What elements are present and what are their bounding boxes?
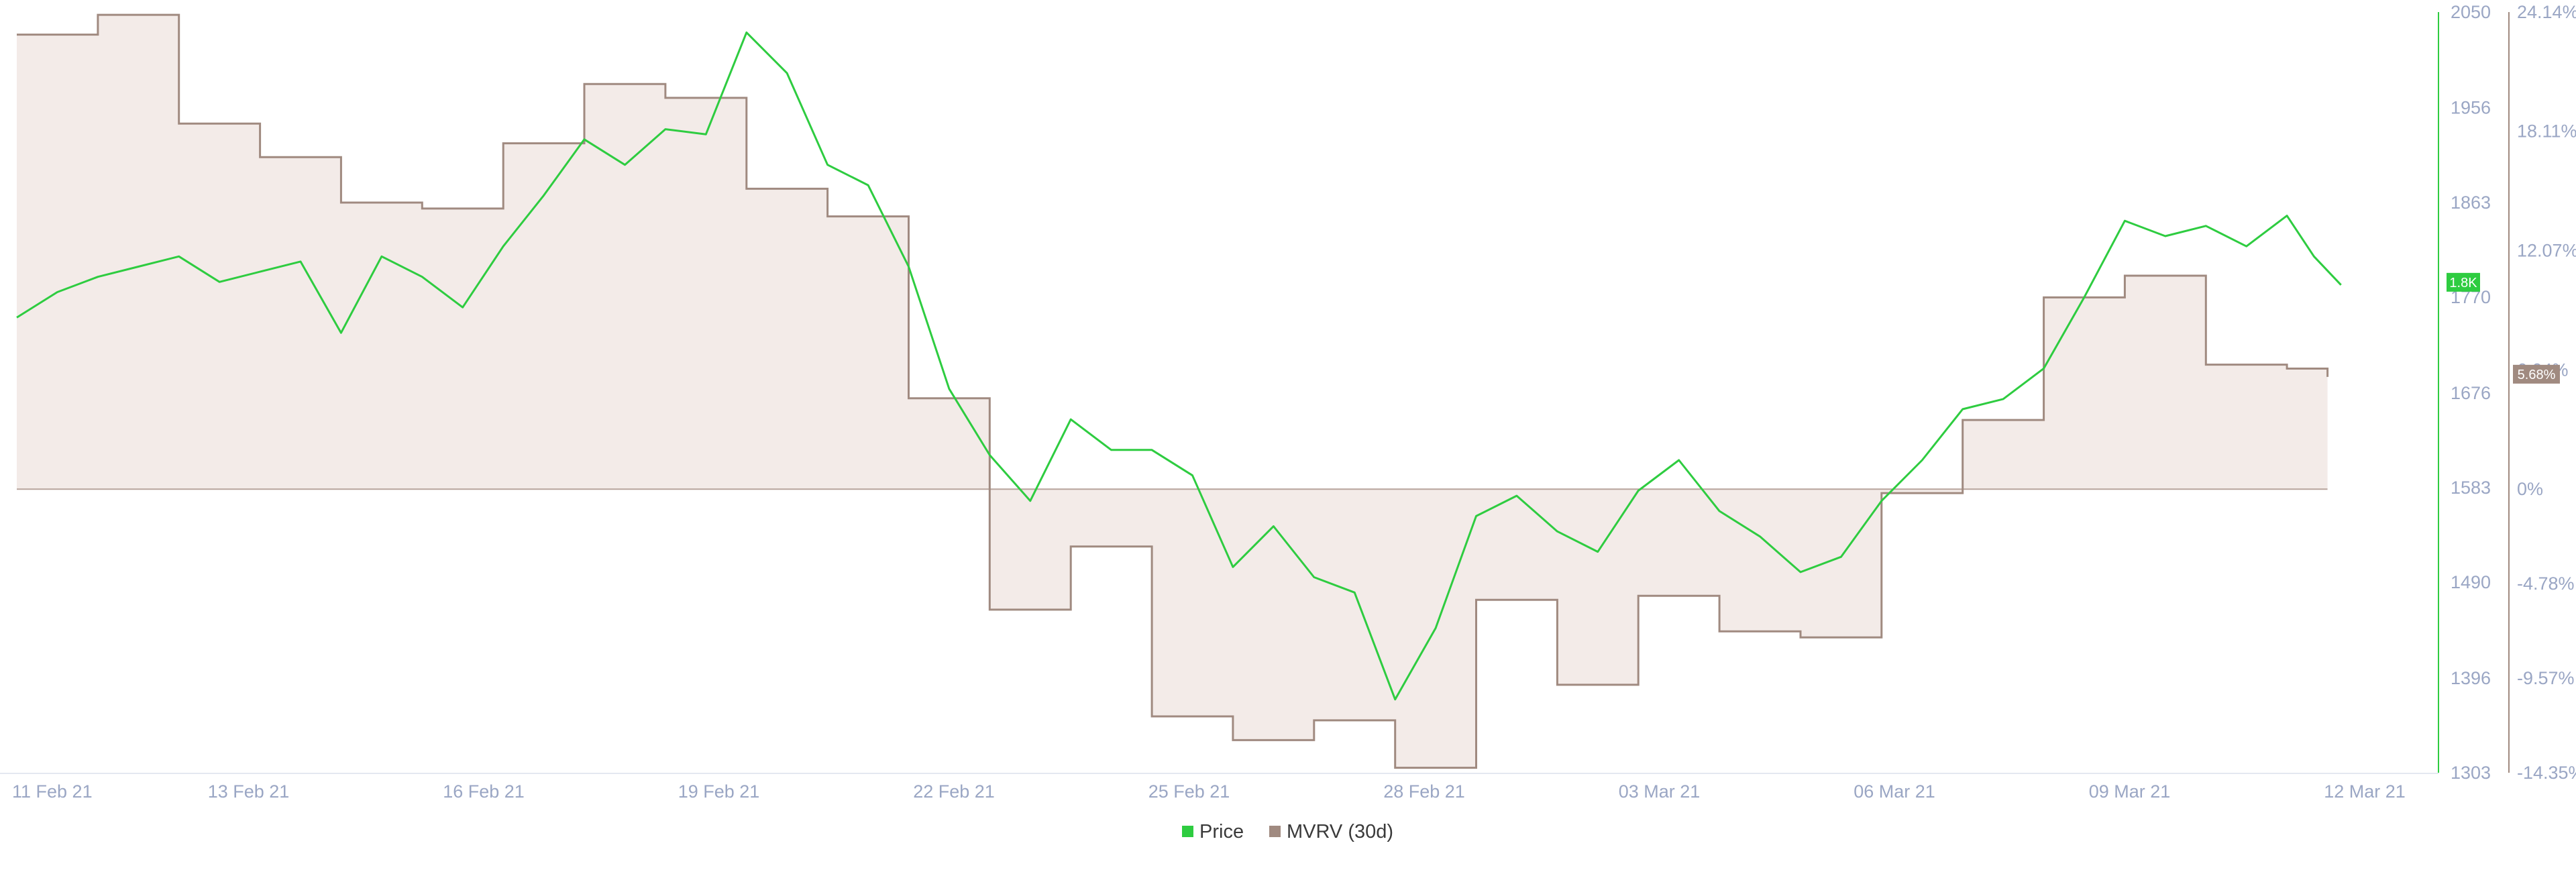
y-right-tick-label: 12.07% [2517, 241, 2576, 261]
mvrv-area-layer [17, 15, 2328, 768]
x-tick-label: 28 Feb 21 [1383, 781, 1465, 802]
y-right-tick-label: 0% [2517, 479, 2543, 499]
x-tick-label: 25 Feb 21 [1148, 781, 1230, 802]
y-right-tick-label: -4.78% [2517, 574, 2575, 594]
price-last-badge [2447, 272, 2480, 292]
legend: Price MVRV (30d) [1182, 821, 1393, 842]
x-tick-label: 19 Feb 21 [678, 781, 760, 802]
y-left-tick-label: 1676 [2451, 383, 2491, 403]
x-tick-label: 12 Mar 21 [2324, 781, 2406, 802]
legend-item-price-swatch [1182, 826, 1193, 837]
price-line [16, 31, 2342, 701]
mvrv-line [17, 13, 2329, 769]
axes-layer: 20501956186317701676158314901396130324.1… [0, 2, 2576, 802]
x-tick-label: 03 Mar 21 [1619, 781, 1701, 802]
y-left-tick-label: 1956 [2451, 98, 2491, 118]
price-last-badge-text: 1.8K [2449, 276, 2477, 290]
x-tick-label: 11 Feb 21 [12, 781, 93, 802]
y-right-tick-label: -9.57% [2517, 668, 2575, 688]
y-left-tick-label: 1396 [2451, 668, 2491, 688]
y-left-tick-label: 2050 [2451, 2, 2491, 22]
x-tick-label: 06 Mar 21 [1854, 781, 1935, 802]
legend-item-price-label: Price [1199, 821, 1244, 842]
x-tick-label: 13 Feb 21 [208, 781, 290, 802]
y-right-tick-label: 24.14% [2517, 2, 2576, 22]
mvrv-last-badge [2513, 364, 2560, 384]
x-tick-label: 16 Feb 21 [443, 781, 525, 802]
legend-item-mvrv-swatch [1269, 826, 1281, 837]
legend-item-mvrv-label: MVRV (30d) [1287, 821, 1393, 842]
mvrv-area [17, 15, 2328, 768]
x-tick-label: 09 Mar 21 [2089, 781, 2171, 802]
mvrv-last-badge-text: 5.68% [2518, 368, 2556, 382]
y-right-tick-label: 18.11% [2517, 121, 2576, 142]
series-layer [16, 13, 2342, 769]
value-badges: 1.8K 5.68% [2447, 272, 2560, 384]
y-left-tick-label: 1490 [2451, 572, 2491, 592]
y-left-tick-label: 1863 [2451, 193, 2491, 213]
x-tick-label: 22 Feb 21 [913, 781, 995, 802]
y-left-tick-label: 1583 [2451, 478, 2491, 498]
y-right-tick-label: -14.35% [2517, 763, 2576, 783]
y-left-tick-label: 1303 [2451, 763, 2491, 783]
